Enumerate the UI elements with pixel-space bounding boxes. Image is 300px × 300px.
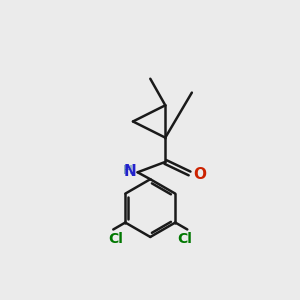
Text: N: N — [124, 164, 136, 178]
Text: Cl: Cl — [108, 232, 123, 246]
Text: Cl: Cl — [178, 232, 192, 246]
Text: O: O — [194, 167, 207, 182]
Text: H: H — [123, 164, 133, 177]
